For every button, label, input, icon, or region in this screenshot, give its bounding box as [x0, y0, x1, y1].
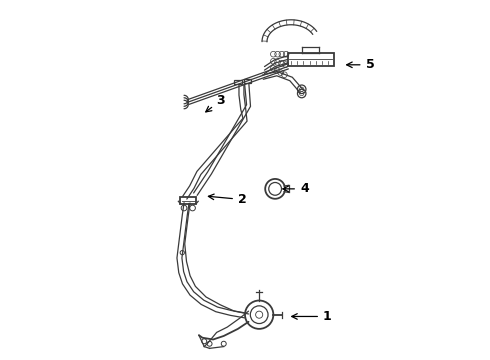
- Text: 2: 2: [208, 193, 246, 206]
- Bar: [180, 197, 196, 204]
- Bar: [245, 79, 251, 82]
- Text: 1: 1: [292, 310, 332, 323]
- Text: 3: 3: [206, 94, 225, 112]
- Bar: [234, 80, 242, 84]
- Bar: [288, 53, 334, 66]
- Text: 5: 5: [346, 58, 374, 71]
- Text: 4: 4: [283, 183, 309, 195]
